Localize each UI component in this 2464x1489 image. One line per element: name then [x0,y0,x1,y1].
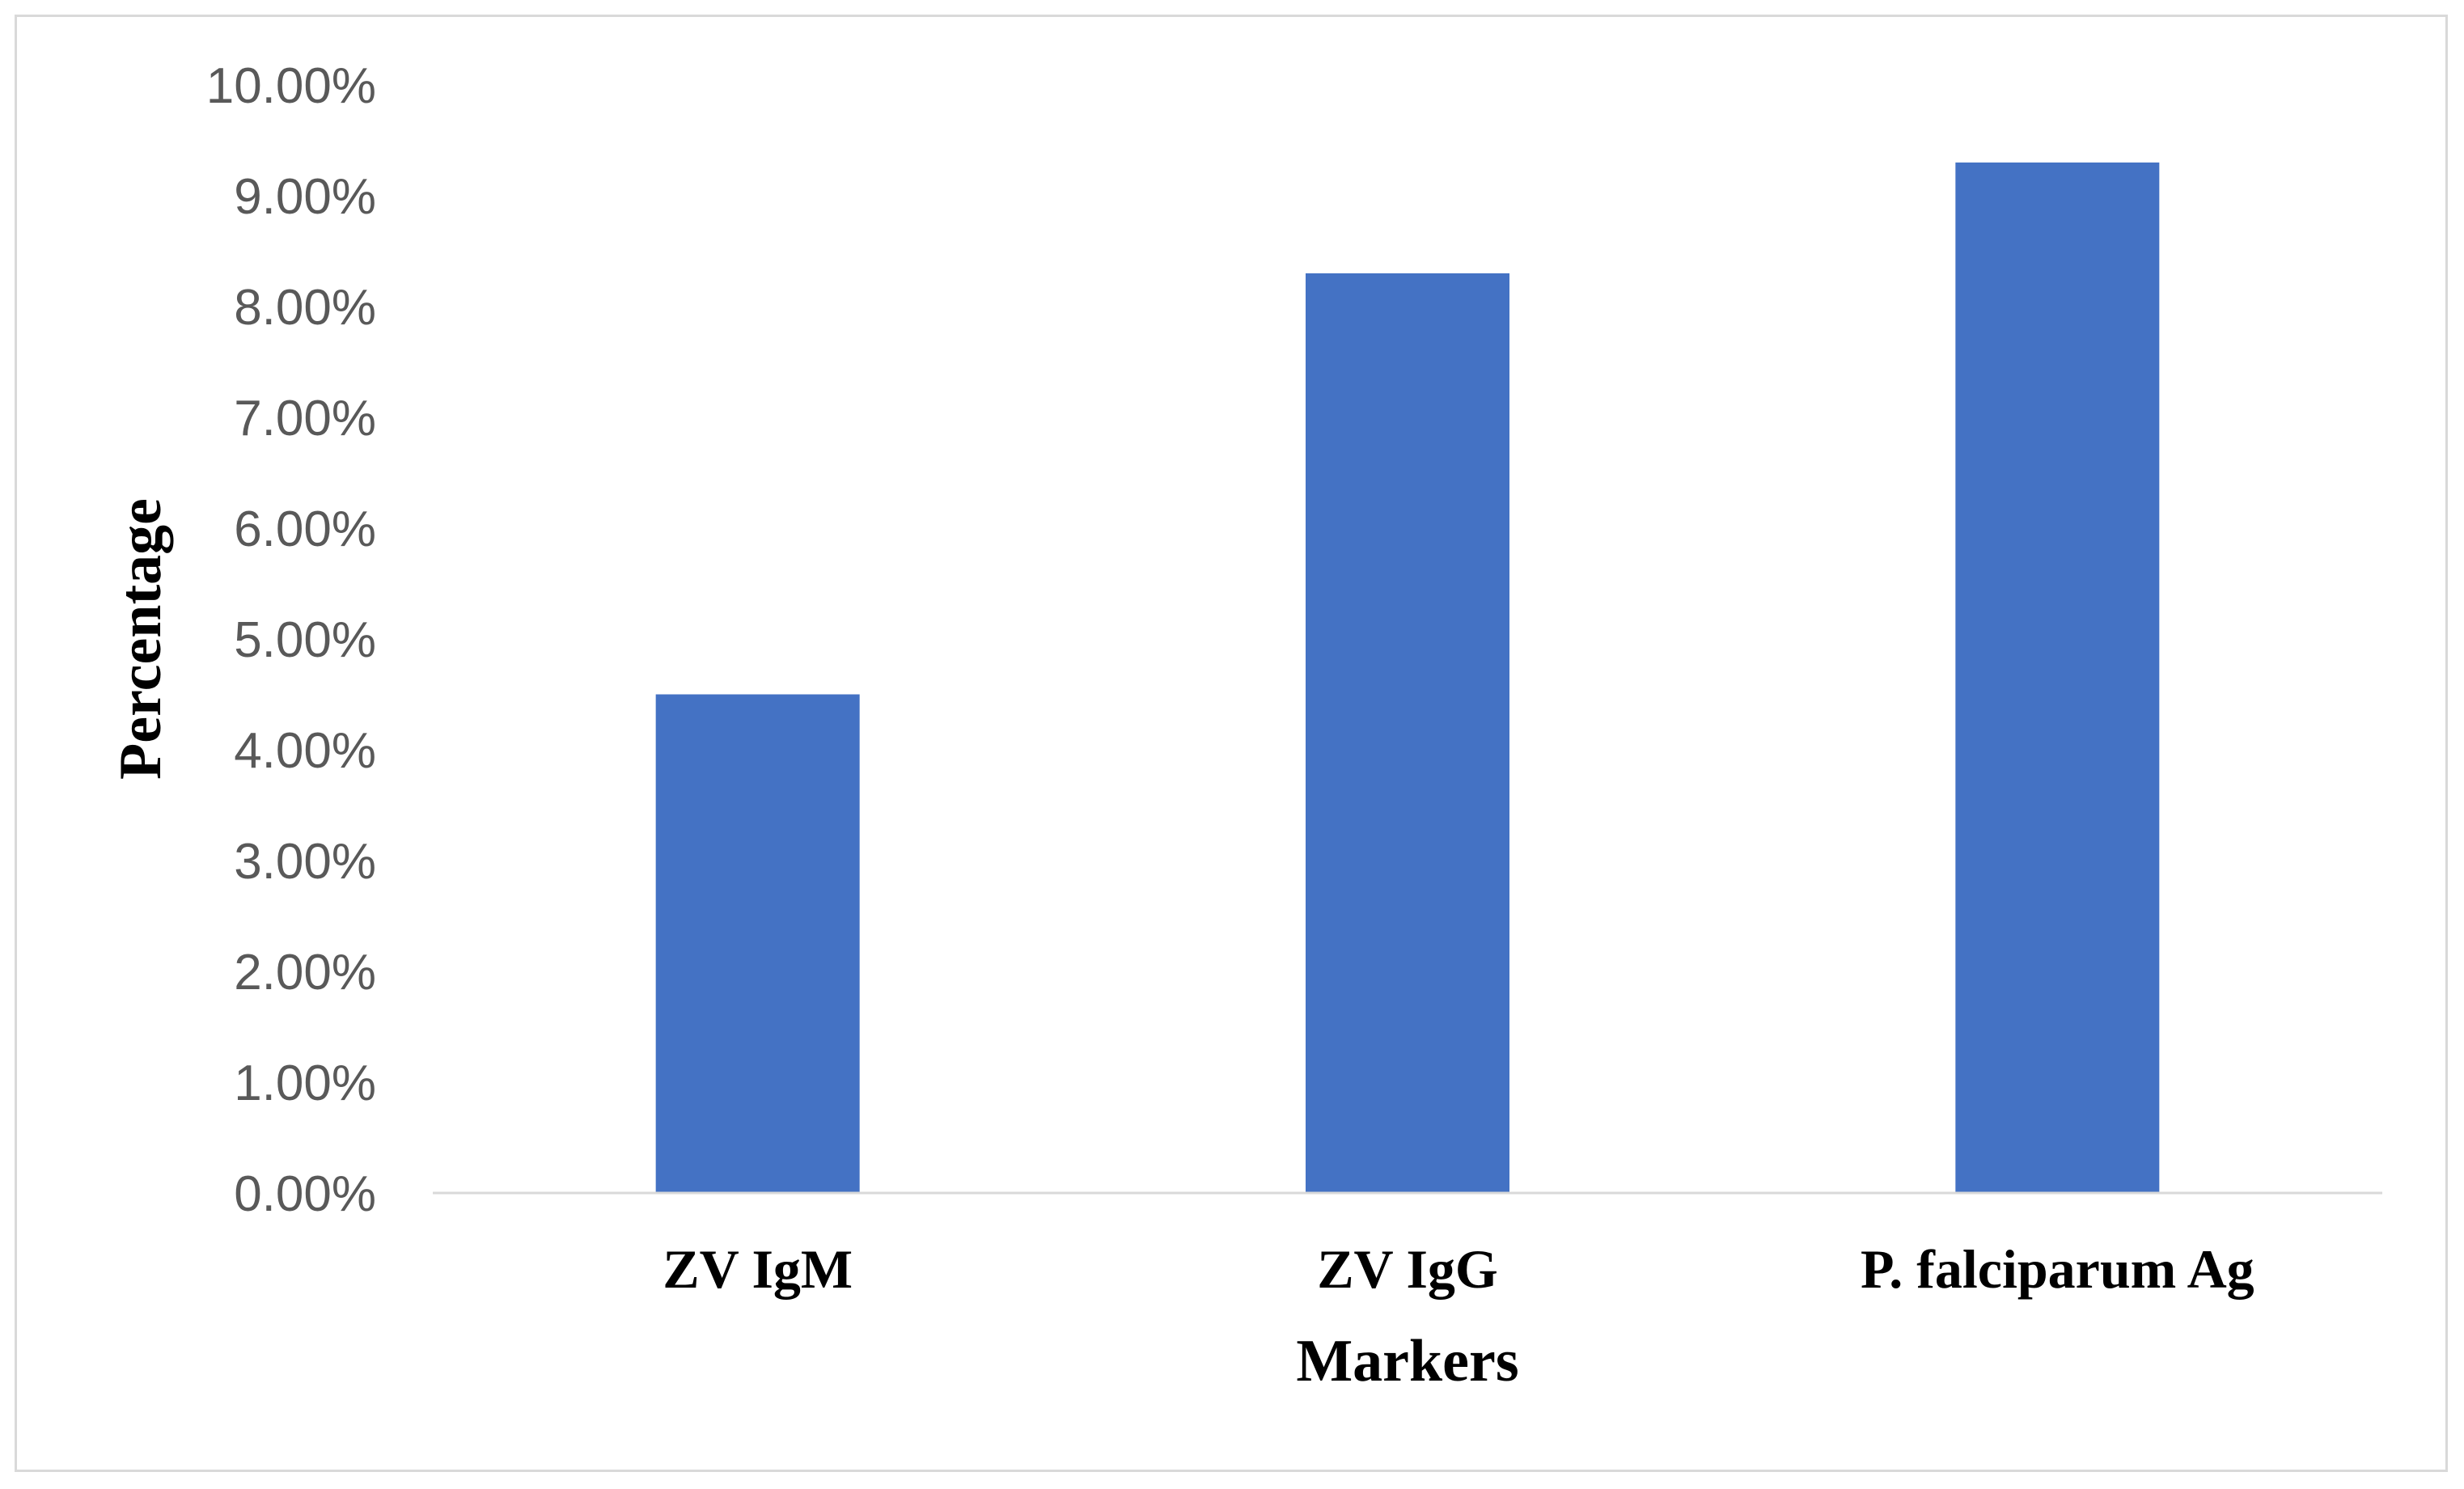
x-category-label: ZV IgG [1317,1238,1498,1300]
y-tick-label: 0.00% [234,1166,376,1222]
y-tick-label: 4.00% [234,723,376,779]
bar-1 [1306,273,1509,1193]
x-category-label: ZV IgM [663,1238,853,1300]
y-axis-title: Percentage [108,498,174,780]
x-category-label: P. falciparum Ag [1861,1238,2254,1300]
y-tick-label: 7.00% [234,391,376,446]
x-axis-title: Markers [1296,1328,1518,1394]
y-tick-label: 8.00% [234,280,376,336]
bar-0 [655,694,860,1193]
y-tick-label: 5.00% [234,612,376,668]
y-tick-label: 9.00% [234,169,376,225]
y-tick-label: 1.00% [234,1055,376,1111]
y-tick-label: 10.00% [206,58,376,114]
y-tick-label: 2.00% [234,945,376,1000]
x-axis-categories: ZV IgM ZV IgG P. falciparum Ag [663,1238,2254,1300]
y-tick-label: 3.00% [234,834,376,890]
bar-2 [1955,162,2160,1193]
bars [655,162,2160,1193]
y-axis-ticks: 0.00% 1.00% 2.00% 3.00% 4.00% 5.00% 6.00% 7.00%… [206,58,376,1222]
y-tick-label: 6.00% [234,501,376,557]
